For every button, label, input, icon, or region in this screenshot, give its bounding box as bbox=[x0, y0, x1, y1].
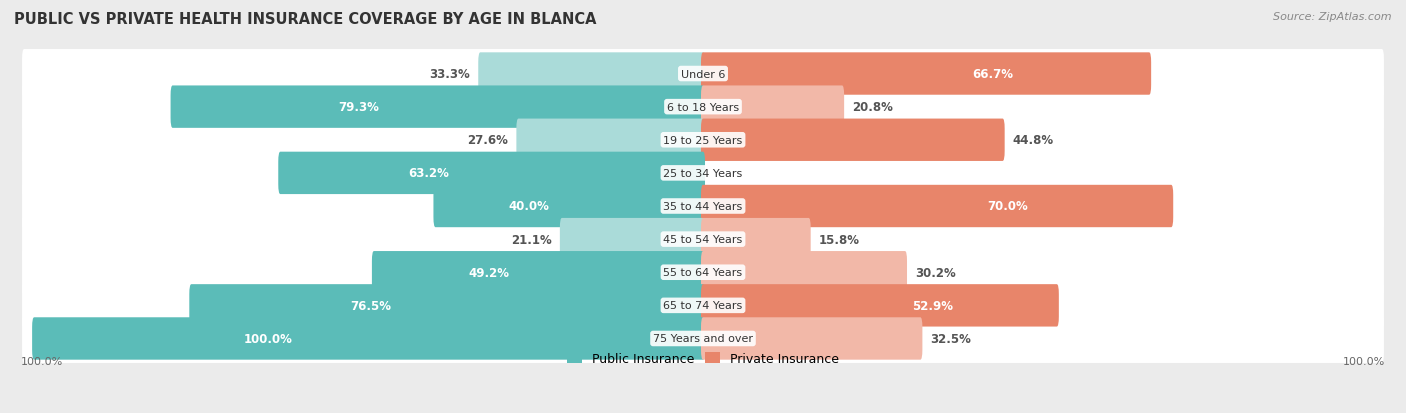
Text: 35 to 44 Years: 35 to 44 Years bbox=[664, 202, 742, 211]
Text: 15.8%: 15.8% bbox=[818, 233, 859, 246]
Text: 33.3%: 33.3% bbox=[429, 68, 470, 81]
Text: 66.7%: 66.7% bbox=[973, 68, 1014, 81]
FancyBboxPatch shape bbox=[373, 252, 704, 294]
FancyBboxPatch shape bbox=[433, 185, 704, 228]
FancyBboxPatch shape bbox=[190, 285, 704, 327]
FancyBboxPatch shape bbox=[22, 314, 1384, 363]
Text: 25 to 34 Years: 25 to 34 Years bbox=[664, 169, 742, 178]
FancyBboxPatch shape bbox=[702, 53, 1152, 95]
Text: 40.0%: 40.0% bbox=[509, 200, 550, 213]
Text: 19 to 25 Years: 19 to 25 Years bbox=[664, 135, 742, 145]
FancyBboxPatch shape bbox=[22, 50, 1384, 99]
FancyBboxPatch shape bbox=[478, 53, 704, 95]
Text: 70.0%: 70.0% bbox=[987, 200, 1028, 213]
FancyBboxPatch shape bbox=[702, 119, 1005, 161]
FancyBboxPatch shape bbox=[278, 152, 704, 195]
FancyBboxPatch shape bbox=[22, 182, 1384, 231]
FancyBboxPatch shape bbox=[32, 318, 704, 360]
FancyBboxPatch shape bbox=[170, 86, 704, 128]
Text: 49.2%: 49.2% bbox=[468, 266, 509, 279]
FancyBboxPatch shape bbox=[702, 218, 811, 261]
Text: Under 6: Under 6 bbox=[681, 69, 725, 79]
Text: 100.0%: 100.0% bbox=[21, 356, 63, 366]
Text: 76.5%: 76.5% bbox=[350, 299, 391, 312]
Text: Source: ZipAtlas.com: Source: ZipAtlas.com bbox=[1274, 12, 1392, 22]
Text: 44.8%: 44.8% bbox=[1012, 134, 1054, 147]
Text: 21.1%: 21.1% bbox=[512, 233, 551, 246]
FancyBboxPatch shape bbox=[22, 281, 1384, 330]
FancyBboxPatch shape bbox=[702, 318, 922, 360]
Text: PUBLIC VS PRIVATE HEALTH INSURANCE COVERAGE BY AGE IN BLANCA: PUBLIC VS PRIVATE HEALTH INSURANCE COVER… bbox=[14, 12, 596, 27]
Text: 52.9%: 52.9% bbox=[912, 299, 953, 312]
FancyBboxPatch shape bbox=[22, 116, 1384, 165]
FancyBboxPatch shape bbox=[22, 149, 1384, 198]
Text: 20.8%: 20.8% bbox=[852, 101, 893, 114]
Text: 65 to 74 Years: 65 to 74 Years bbox=[664, 301, 742, 311]
FancyBboxPatch shape bbox=[560, 218, 704, 261]
FancyBboxPatch shape bbox=[22, 248, 1384, 297]
Text: 55 to 64 Years: 55 to 64 Years bbox=[664, 268, 742, 278]
FancyBboxPatch shape bbox=[22, 215, 1384, 264]
Text: 32.5%: 32.5% bbox=[931, 332, 972, 345]
FancyBboxPatch shape bbox=[702, 285, 1059, 327]
FancyBboxPatch shape bbox=[702, 185, 1173, 228]
Text: 30.2%: 30.2% bbox=[915, 266, 956, 279]
FancyBboxPatch shape bbox=[702, 86, 844, 128]
Text: 27.6%: 27.6% bbox=[467, 134, 509, 147]
FancyBboxPatch shape bbox=[516, 119, 704, 161]
FancyBboxPatch shape bbox=[22, 83, 1384, 132]
Legend: Public Insurance, Private Insurance: Public Insurance, Private Insurance bbox=[562, 347, 844, 370]
Text: 75 Years and over: 75 Years and over bbox=[652, 334, 754, 344]
Text: 79.3%: 79.3% bbox=[337, 101, 378, 114]
FancyBboxPatch shape bbox=[702, 252, 907, 294]
Text: 45 to 54 Years: 45 to 54 Years bbox=[664, 235, 742, 244]
Text: 100.0%: 100.0% bbox=[1343, 356, 1385, 366]
Text: 63.2%: 63.2% bbox=[408, 167, 449, 180]
Text: 100.0%: 100.0% bbox=[243, 332, 292, 345]
Text: 6 to 18 Years: 6 to 18 Years bbox=[666, 102, 740, 112]
